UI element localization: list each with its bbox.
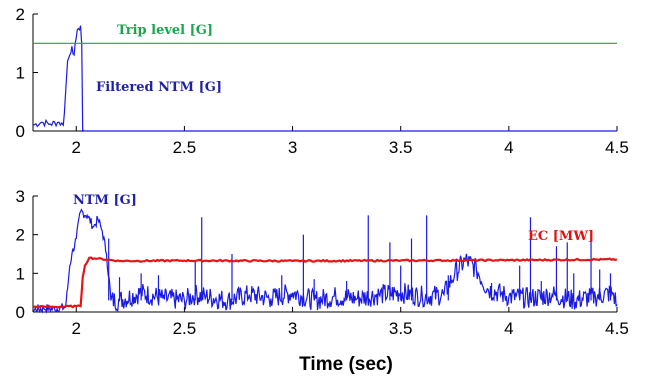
bottom-xtick-label: 4: [504, 319, 513, 338]
annotation-ec: EC [MW]: [528, 229, 594, 244]
top-ticks: 2 2.5 3 3.5 4 4.5 0 1 2: [16, 5, 629, 157]
top-xtick-label: 2: [72, 138, 81, 157]
top-xtick-label: 4: [504, 138, 513, 157]
bottom-ytick-label: 3: [16, 187, 25, 206]
bottom-plot-area: [32, 208, 618, 314]
bottom-xtick-label: 2: [72, 319, 81, 338]
top-plot-area: [32, 25, 617, 133]
top-xtick-label: 2.5: [173, 138, 197, 157]
top-ytick-label: 1: [16, 64, 25, 83]
bottom-xtick-label: 2.5: [173, 319, 197, 338]
top-xtick-label: 3.5: [389, 138, 413, 157]
annotation-ntm: NTM [G]: [73, 193, 137, 208]
bottom-panel: 2 2.5 3 3.5 4 4.5 0 1 2 3 NTM [G] EC [MW] Time (s…: [16, 187, 629, 375]
bottom-ytick-label: 1: [16, 264, 25, 283]
bottom-ticks: 2 2.5 3 3.5 4 4.5 0 1 2 3: [16, 187, 629, 338]
bottom-xtick-label: 4.5: [605, 319, 629, 338]
x-axis-title: Time (sec): [299, 354, 393, 375]
top-series-line: [32, 25, 617, 133]
top-xtick-label: 4.5: [605, 138, 629, 157]
annotation-filtered-ntm: Filtered NTM [G]: [96, 80, 222, 95]
annotation-trip-level: Trip level [G]: [117, 23, 213, 38]
bottom-ytick-label: 0: [16, 303, 25, 322]
bottom-ytick-label: 2: [16, 226, 25, 245]
top-panel: 2 2.5 3 3.5 4 4.5 0 1 2 Trip level [G] Filtered …: [16, 5, 629, 157]
bottom-xtick-label: 3.5: [389, 319, 413, 338]
top-xtick-label: 3: [288, 138, 297, 157]
bottom-xtick-label: 3: [288, 319, 297, 338]
bottom-series-line: [32, 256, 618, 309]
top-ytick-label: 2: [16, 5, 25, 24]
top-ytick-label: 0: [16, 122, 25, 141]
